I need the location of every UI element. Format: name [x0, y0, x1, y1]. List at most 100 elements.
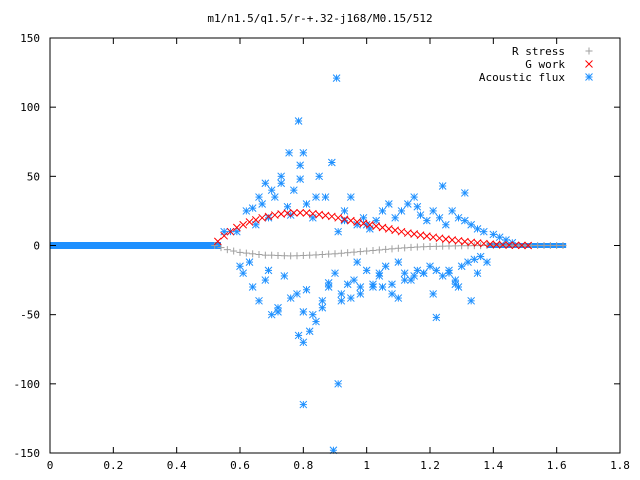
data-point	[302, 285, 311, 294]
data-point	[308, 213, 317, 222]
data-point	[441, 235, 450, 243]
y-tick-label: 100	[20, 101, 40, 114]
data-point	[261, 251, 269, 259]
y-tick-label: -50	[20, 309, 40, 322]
data-point	[264, 212, 273, 221]
x-tick-label: 0.4	[167, 459, 187, 472]
legend-label: G work	[525, 58, 565, 71]
x-tick-label: 0	[47, 459, 54, 472]
data-point	[397, 227, 406, 236]
data-point	[344, 249, 352, 257]
y-tick-label: 150	[20, 32, 40, 45]
data-point	[416, 231, 425, 239]
series-g-work	[213, 208, 533, 250]
data-point	[285, 148, 293, 157]
data-point	[534, 242, 542, 249]
data-point	[318, 250, 326, 258]
data-point	[388, 245, 396, 253]
data-point	[315, 172, 324, 181]
data-point	[382, 245, 390, 253]
data-point	[438, 272, 447, 280]
data-point	[296, 161, 305, 170]
data-point	[353, 258, 362, 266]
data-point	[302, 209, 311, 217]
data-point	[293, 252, 301, 260]
data-point	[299, 251, 307, 259]
data-point	[435, 213, 444, 222]
data-point	[334, 379, 343, 388]
data-point	[388, 290, 396, 298]
data-point	[420, 243, 428, 251]
data-point	[270, 211, 279, 219]
data-point	[294, 117, 303, 125]
legend-marker	[585, 47, 593, 55]
data-point	[378, 223, 387, 232]
data-point	[403, 200, 412, 208]
data-point	[242, 249, 250, 257]
data-point	[211, 242, 219, 249]
x-axis: 0 0.2 0.4 0.6 0.8 1 1.2 1.4 1.6 1.8	[47, 38, 630, 472]
data-point	[413, 243, 421, 251]
series-r-stress	[211, 242, 567, 260]
data-point	[261, 276, 270, 284]
data-point	[457, 262, 466, 271]
legend-marker	[585, 60, 593, 68]
data-point	[439, 242, 447, 250]
data-point	[318, 296, 327, 305]
data-point	[422, 216, 431, 225]
data-point	[255, 193, 263, 201]
data-point	[327, 212, 336, 221]
data-point	[476, 252, 485, 261]
data-point	[559, 242, 567, 249]
data-point	[331, 269, 339, 278]
data-point	[289, 208, 298, 217]
data-point	[332, 74, 341, 82]
data-point	[369, 246, 377, 254]
data-point	[419, 269, 428, 278]
data-point	[302, 200, 311, 208]
data-point	[511, 241, 520, 250]
data-point	[299, 148, 308, 157]
data-point	[312, 251, 320, 259]
data-point	[343, 280, 352, 289]
data-point	[375, 269, 384, 278]
data-point	[248, 204, 257, 213]
data-point	[460, 189, 469, 197]
data-point	[540, 242, 548, 249]
data-point	[325, 250, 333, 258]
y-axis: -150 -100 -50 0 50 100 150	[14, 32, 620, 460]
data-point	[223, 246, 231, 254]
data-point	[448, 207, 457, 215]
data-point	[255, 296, 263, 305]
data-point	[372, 222, 381, 230]
data-point	[346, 193, 355, 201]
data-point	[226, 227, 235, 236]
data-point	[410, 193, 419, 201]
data-point	[337, 296, 346, 305]
data-point	[264, 266, 273, 275]
data-point	[350, 248, 358, 256]
data-point	[445, 269, 453, 278]
data-point	[242, 207, 251, 215]
legend-label: R stress	[512, 45, 565, 58]
data-point	[294, 331, 303, 340]
data-point	[305, 327, 314, 336]
data-point	[384, 200, 393, 208]
data-point	[394, 294, 403, 302]
data-point	[492, 240, 501, 249]
x-tick-label: 1.8	[610, 459, 630, 472]
data-point	[397, 207, 406, 215]
data-point	[258, 200, 267, 208]
data-point	[270, 193, 279, 201]
data-point	[264, 213, 273, 222]
data-point	[470, 255, 479, 264]
data-point	[299, 400, 308, 409]
data-point	[369, 283, 377, 291]
data-point	[378, 283, 387, 291]
series-acoustic-flux	[220, 74, 517, 455]
data-point	[467, 238, 476, 247]
data-point	[403, 229, 412, 237]
data-point	[479, 227, 488, 236]
data-point	[249, 250, 257, 258]
